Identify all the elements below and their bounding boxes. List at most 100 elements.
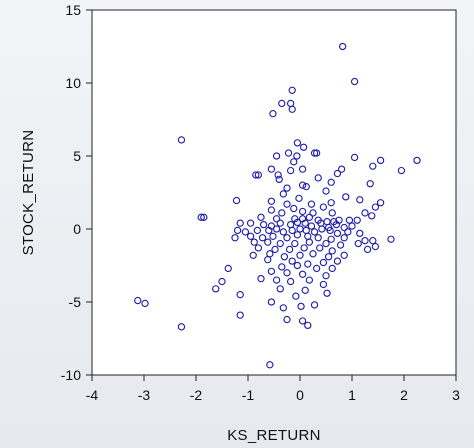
data-point: [269, 110, 277, 118]
data-point: [305, 276, 314, 284]
data-point: [288, 226, 296, 235]
data-point: [356, 229, 364, 238]
data-point: [283, 315, 291, 324]
data-point: [236, 311, 244, 319]
data-point: [333, 257, 342, 265]
data-point: [318, 225, 326, 233]
data-point: [177, 136, 186, 144]
data-point: [333, 169, 342, 178]
data-point: [177, 323, 186, 331]
data-point: [224, 264, 232, 273]
data-point: [272, 152, 281, 160]
data-point: [319, 203, 328, 211]
data-point: [305, 213, 314, 221]
data-point: [298, 181, 307, 189]
data-point: [340, 223, 348, 232]
data-point: [354, 239, 362, 248]
data-point: [279, 190, 288, 198]
data-point: [283, 200, 291, 208]
data-point: [340, 251, 348, 259]
data-point: [272, 276, 281, 284]
y-tick-labels: 15 10 5 0 -5 -10: [61, 2, 81, 383]
data-point: [278, 263, 286, 271]
data-point: [233, 226, 242, 235]
data-point: [312, 149, 321, 157]
data-point: [253, 226, 262, 235]
data-point: [304, 321, 312, 330]
data-point: [264, 238, 272, 246]
data-point: [356, 196, 364, 204]
data-point: [310, 228, 319, 236]
y-tick-label: 5: [73, 148, 81, 164]
data-point: [279, 304, 288, 312]
data-point: [413, 156, 421, 165]
data-point: [293, 231, 302, 239]
x-tick-label: 0: [296, 387, 304, 403]
data-point: [371, 203, 380, 211]
data-point: [361, 237, 369, 245]
data-point: [290, 158, 298, 166]
data-point: [279, 228, 288, 236]
x-tick-labels: -4 -3 -2 -1 0 1 2 3: [86, 387, 460, 403]
data-point: [316, 244, 324, 252]
data-point: [319, 258, 328, 267]
data-point: [278, 209, 286, 217]
data-point: [274, 171, 282, 179]
data-point: [283, 184, 291, 192]
data-point: [298, 317, 307, 325]
data-point: [344, 228, 352, 236]
data-point: [290, 204, 298, 213]
data-point: [291, 239, 299, 248]
data-point: [264, 256, 272, 264]
data-point: [376, 156, 385, 165]
data-points: [134, 42, 421, 369]
data-point: [288, 105, 296, 113]
data-point: [333, 229, 342, 238]
data-point: [288, 86, 296, 94]
data-point: [246, 219, 255, 227]
data-point: [309, 209, 317, 217]
data-point: [301, 286, 309, 294]
data-point: [271, 245, 279, 254]
x-tick-label: 3: [452, 387, 460, 403]
x-tick-label: 2: [400, 387, 408, 403]
data-point: [278, 99, 286, 108]
data-point: [292, 292, 300, 300]
data-point: [285, 245, 294, 254]
plot-frame: [91, 9, 457, 376]
data-point: [301, 219, 309, 227]
data-point: [266, 361, 274, 369]
data-point: [327, 199, 335, 207]
data-point: [267, 206, 276, 214]
data-point: [259, 220, 268, 229]
data-point: [322, 187, 330, 195]
data-point: [342, 193, 350, 201]
data-point: [363, 245, 372, 254]
data-point: [328, 264, 336, 273]
y-tick-label: 15: [65, 2, 81, 18]
data-point: [272, 225, 281, 233]
data-point: [295, 194, 303, 202]
data-point: [299, 143, 308, 151]
data-point: [297, 302, 305, 311]
data-point: [267, 267, 276, 275]
data-point: [293, 218, 302, 227]
data-point: [369, 237, 377, 245]
data-point: [231, 234, 239, 242]
data-point: [300, 244, 308, 252]
data-point: [283, 269, 291, 277]
data-point: [326, 226, 334, 235]
data-point: [340, 234, 348, 242]
y-tick-label: 0: [73, 221, 81, 237]
data-point: [350, 77, 359, 86]
data-point: [312, 264, 321, 273]
data-point: [305, 238, 314, 246]
x-tick-label: -2: [190, 387, 203, 403]
data-point: [350, 153, 359, 162]
data-point: [236, 291, 244, 299]
data-point: [309, 250, 317, 258]
data-point: [296, 251, 304, 259]
data-point: [310, 149, 319, 157]
data-point: [298, 165, 307, 173]
data-point: [353, 216, 361, 224]
